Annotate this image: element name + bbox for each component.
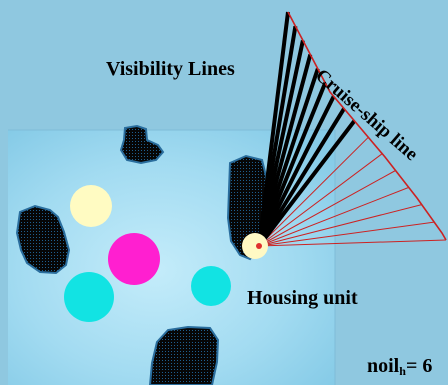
housing-unit-marker — [242, 233, 268, 259]
visibility-line — [257, 68, 320, 247]
visibility-line — [257, 107, 346, 248]
housing-circle-cyan-left — [64, 272, 114, 322]
noil-subscript: h — [399, 364, 406, 378]
blocked-sight-line — [258, 136, 369, 247]
blocked-sight-lines — [258, 136, 447, 247]
blocked-sight-line — [258, 204, 422, 247]
housing-circle-cyan-right — [191, 266, 231, 306]
housing-circle-magenta — [108, 233, 160, 285]
noil-value-label: noilh= 6 — [367, 355, 432, 379]
visibility-line — [257, 119, 356, 248]
blocked-sight-line — [258, 221, 435, 247]
housing-unit-label: Housing unit — [247, 287, 358, 309]
blocked-sight-line — [258, 239, 447, 247]
visibility-lines-label: Visibility Lines — [106, 58, 235, 80]
cruise-ship-line — [287, 11, 447, 241]
island-left — [15, 204, 71, 275]
housing-circle-yellow — [70, 185, 112, 227]
visibility-line — [257, 95, 336, 247]
blocked-sight-line — [258, 153, 383, 247]
island-top — [119, 124, 165, 165]
noil-suffix: = 6 — [405, 355, 433, 377]
noil-prefix: noil — [367, 355, 400, 377]
island-bottom — [148, 325, 220, 385]
visibility-line — [257, 82, 328, 247]
housing-unit-point — [256, 243, 262, 249]
visibility-lines — [257, 11, 356, 248]
blocked-sight-line — [258, 186, 409, 247]
blocked-sight-line — [258, 170, 396, 247]
